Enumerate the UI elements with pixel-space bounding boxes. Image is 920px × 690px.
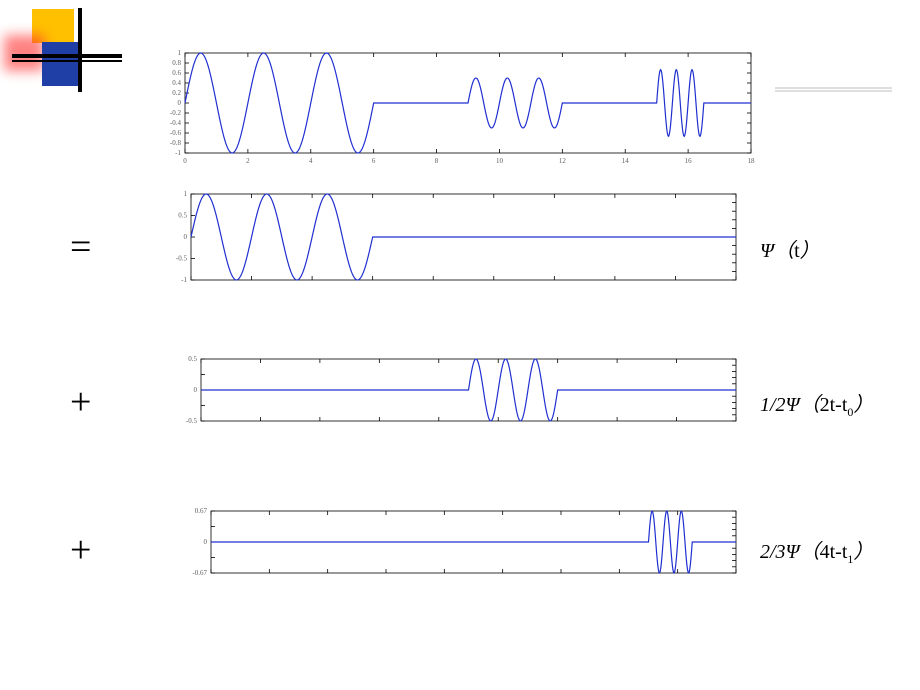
svg-text:-0.2: -0.2 <box>170 109 182 117</box>
label-psi: Ψ（t） <box>760 234 820 263</box>
svg-text:0: 0 <box>194 386 198 394</box>
svg-text:14: 14 <box>622 157 630 165</box>
svg-text:4: 4 <box>309 157 313 165</box>
svg-text:10: 10 <box>496 157 504 165</box>
svg-text:-0.67: -0.67 <box>192 569 207 577</box>
svg-text:2: 2 <box>246 157 250 165</box>
svg-text:0: 0 <box>183 157 187 165</box>
svg-text:1: 1 <box>184 190 188 198</box>
wavelet-decomposition-figure: { "colors": { "background": "#ffffff", "… <box>0 0 920 690</box>
svg-text:0.67: 0.67 <box>195 507 208 515</box>
svg-text:6: 6 <box>372 157 376 165</box>
plot-composite-signal: 0 2 4 6 8 10 12 14 16 18 -1 -0.8 -0.6 -0.4 -0.2 0 0.2 0.4… <box>155 49 755 169</box>
label-two-thirds-psi: 2/3Ψ（4t-t1） <box>760 535 873 567</box>
svg-text:-0.5: -0.5 <box>186 417 198 425</box>
svg-text:-1: -1 <box>181 276 187 284</box>
plot-half-psi: -0.5 0 0.5 <box>175 355 740 431</box>
logo-cross-horizontal-1 <box>12 54 122 58</box>
svg-text:0: 0 <box>204 538 208 546</box>
label-half-psi: 1/2Ψ（2t-t0） <box>760 388 873 420</box>
plot-psi: -1 -0.5 0 0.5 1 <box>165 190 740 290</box>
svg-text:-0.8: -0.8 <box>170 139 182 147</box>
logo-cross-vertical <box>78 8 82 92</box>
svg-text:0.2: 0.2 <box>172 89 181 97</box>
svg-text:16: 16 <box>685 157 693 165</box>
svg-text:-0.4: -0.4 <box>170 119 182 127</box>
svg-text:1: 1 <box>178 49 182 57</box>
svg-text:12: 12 <box>559 157 567 165</box>
svg-text:-1: -1 <box>175 149 181 157</box>
plus-operator-1: + <box>70 380 91 424</box>
svg-text:0: 0 <box>184 233 188 241</box>
svg-text:-0.6: -0.6 <box>170 129 182 137</box>
svg-text:0.6: 0.6 <box>172 69 181 77</box>
svg-text:-0.5: -0.5 <box>176 255 188 263</box>
plot-two-thirds-psi: -0.67 0 0.67 <box>185 507 740 583</box>
svg-text:0.5: 0.5 <box>178 212 187 220</box>
logo-cross-horizontal-2 <box>12 60 122 62</box>
logo-blue-square <box>42 42 82 86</box>
svg-text:8: 8 <box>435 157 439 165</box>
svg-text:0.4: 0.4 <box>172 79 181 87</box>
svg-text:18: 18 <box>748 157 756 165</box>
logo-red-blur <box>4 35 44 71</box>
svg-text:0: 0 <box>178 99 182 107</box>
svg-text:0.8: 0.8 <box>172 59 181 67</box>
svg-text:0.5: 0.5 <box>188 355 197 363</box>
equals-operator: = <box>70 225 91 269</box>
plus-operator-2: + <box>70 528 91 572</box>
